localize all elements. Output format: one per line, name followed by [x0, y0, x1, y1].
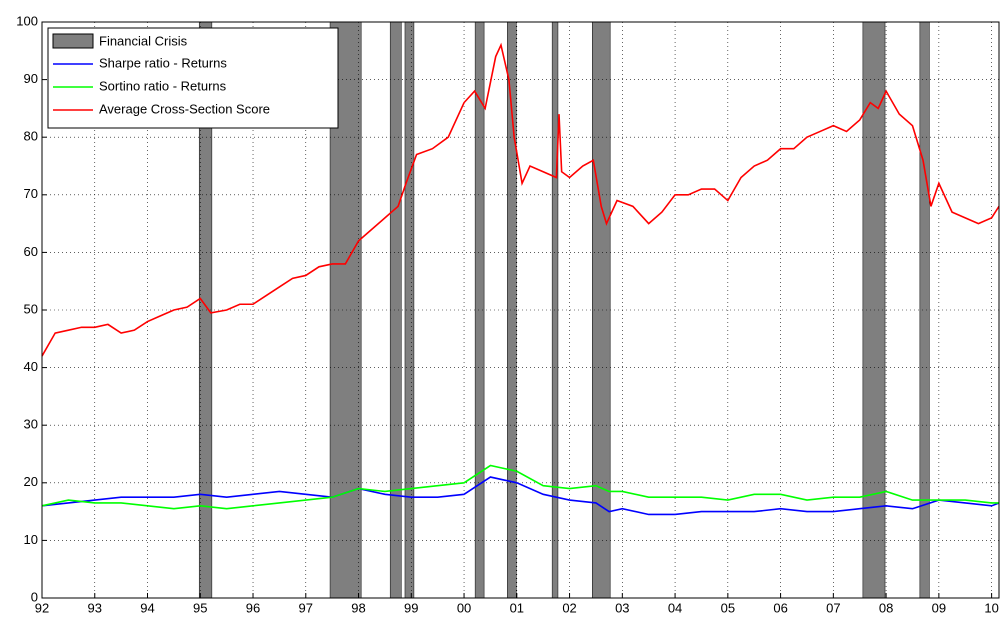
- plot-border: [41, 21, 1000, 599]
- x-tick-label: 93: [88, 600, 102, 615]
- x-tick-label: 07: [826, 600, 840, 615]
- x-tick-label: 97: [299, 600, 313, 615]
- x-tick-label: 03: [615, 600, 629, 615]
- x-tick-label: 96: [246, 600, 260, 615]
- y-tick-label: 90: [24, 71, 38, 86]
- legend-label: Average Cross-Section Score: [99, 101, 270, 116]
- x-tick-label: 06: [773, 600, 787, 615]
- series-line: [41, 42, 1000, 357]
- x-tick-label: 02: [562, 600, 576, 615]
- x-tick-label: 01: [510, 600, 524, 615]
- x-tick-label: 05: [721, 600, 735, 615]
- series-line: [41, 464, 999, 510]
- y-tick-label: 100: [16, 13, 38, 28]
- x-tick-label: 10: [984, 600, 998, 615]
- legend-label: Sharpe ratio - Returns: [99, 55, 227, 70]
- y-tick-label: 20: [24, 474, 38, 489]
- y-tick-label: 50: [24, 301, 38, 316]
- y-tick-label: 70: [24, 186, 38, 201]
- legend-box: [47, 27, 339, 129]
- x-tick-label: 95: [193, 600, 207, 615]
- legend-label: Sortino ratio - Returns: [99, 78, 227, 93]
- legend: Financial Crisis Sharpe ratio - Returns So…: [47, 27, 339, 129]
- series-line: [41, 476, 1000, 516]
- x-tick-label: 92: [35, 600, 49, 615]
- crisis-band: [389, 21, 402, 599]
- y-tick-label: 40: [24, 359, 38, 374]
- crisis-band: [919, 21, 930, 599]
- y-tick-label: 0: [31, 589, 38, 604]
- x-tick-label: 99: [404, 600, 418, 615]
- x-tick-label: 94: [140, 600, 154, 615]
- y-tick-label: 30: [24, 417, 38, 432]
- y-tick-label: 60: [24, 244, 38, 259]
- x-tick-label: 04: [668, 600, 682, 615]
- y-tick-label: 10: [24, 532, 38, 547]
- x-tick-label: 09: [932, 600, 946, 615]
- x-tick-label: 98: [351, 600, 365, 615]
- x-tick-label: 08: [879, 600, 893, 615]
- x-tick-label: 00: [457, 600, 471, 615]
- legend-label: Financial Crisis: [99, 33, 188, 48]
- legend-swatch: [52, 33, 94, 49]
- crisis-band: [551, 21, 559, 599]
- y-tick-label: 80: [24, 129, 38, 144]
